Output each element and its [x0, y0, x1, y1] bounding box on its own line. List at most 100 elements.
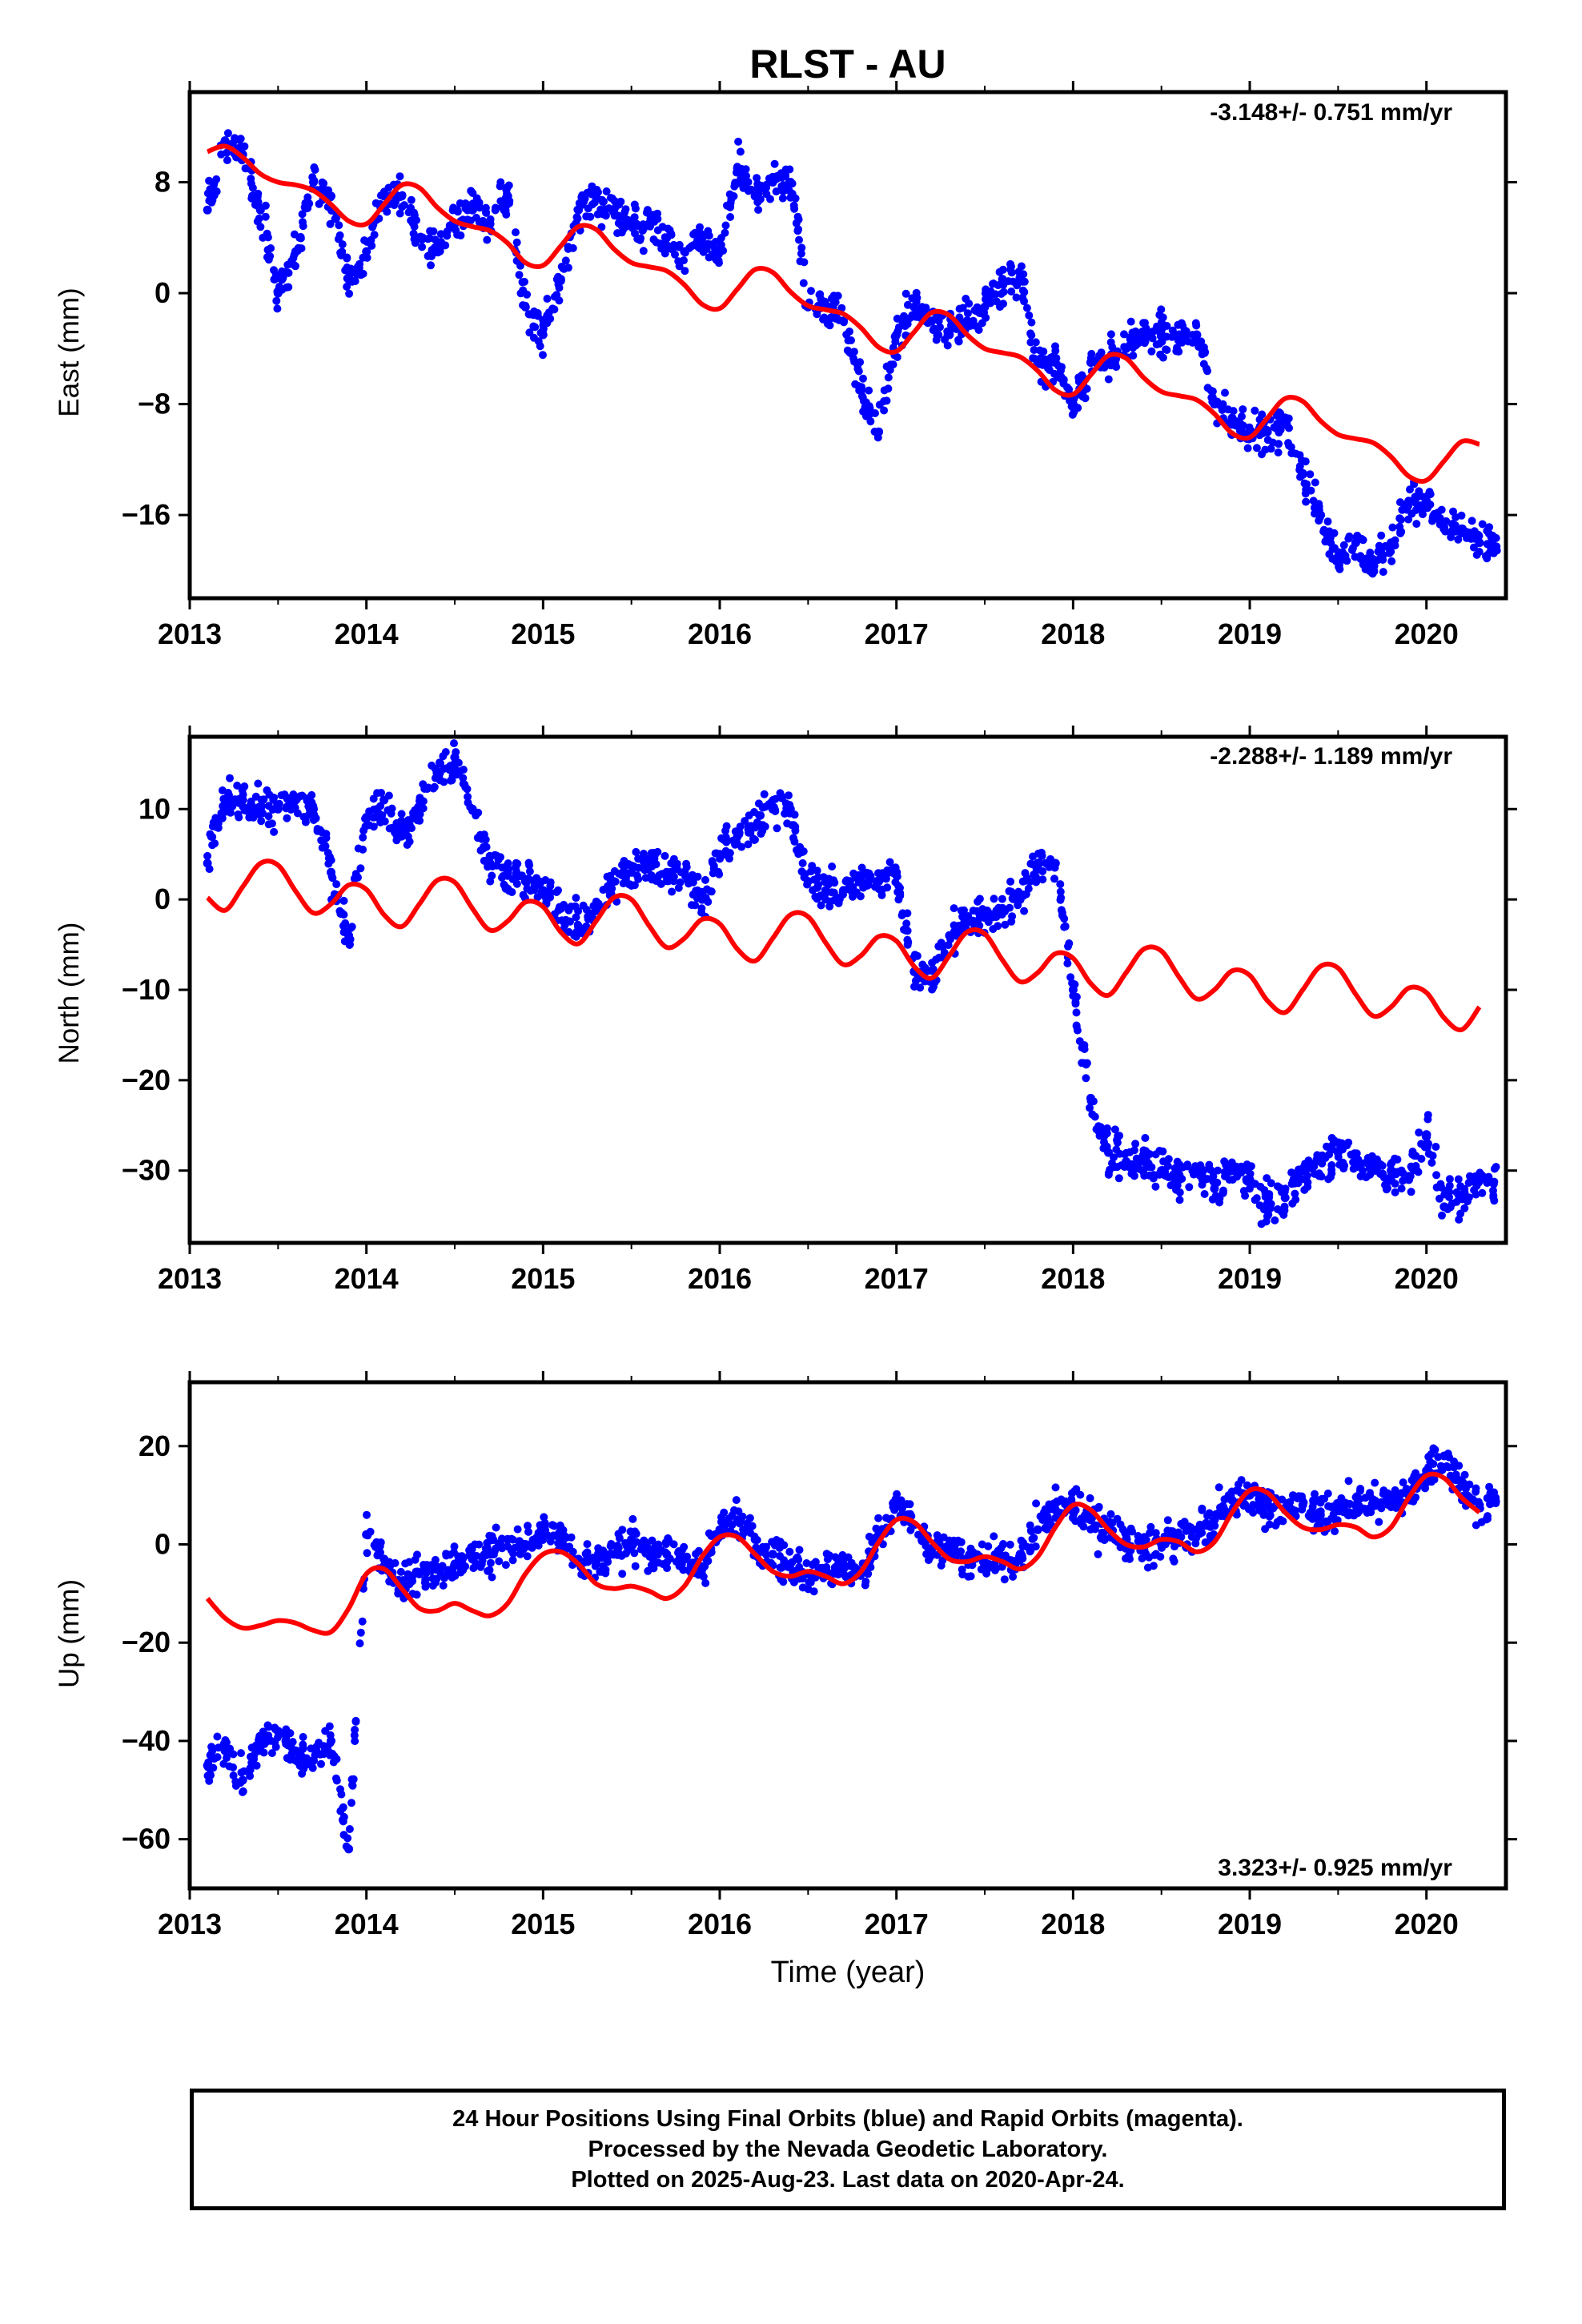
up-observation-point — [450, 1542, 459, 1551]
up-observation-point — [221, 1736, 230, 1744]
east-observation-point — [303, 203, 312, 212]
up-observation-point — [210, 1755, 219, 1763]
east-observation-point — [917, 303, 926, 312]
north-observation-point — [1021, 869, 1030, 878]
north-observation-point — [769, 795, 777, 804]
east-observation-point — [628, 224, 637, 232]
north-observation-point — [293, 809, 302, 818]
east-observation-point — [972, 307, 981, 316]
up-observation-point — [1409, 1497, 1418, 1506]
east-observation-point — [1325, 527, 1334, 536]
north-observation-point — [270, 827, 279, 836]
east-observation-point — [436, 230, 445, 239]
east-observation-point — [1182, 331, 1191, 340]
east-observation-point — [648, 211, 656, 219]
up-observation-point — [267, 1749, 276, 1758]
east-observation-point — [469, 205, 478, 214]
up-observation-point — [1158, 1543, 1166, 1552]
north-observation-point — [380, 817, 389, 826]
north-observation-point — [753, 819, 762, 828]
north-observation-point — [881, 875, 890, 883]
up-observation-point — [283, 1741, 292, 1750]
east-observation-point — [311, 166, 319, 174]
north-observation-point — [903, 909, 912, 918]
up-observation-point — [584, 1558, 592, 1566]
east-observation-point — [1020, 297, 1029, 306]
north-observation-point — [1056, 880, 1065, 889]
east-observation-point — [1128, 328, 1137, 337]
north-observation-point — [663, 877, 671, 886]
north-observation-point — [1100, 1138, 1108, 1147]
north-observation-point — [1211, 1180, 1219, 1188]
east-observation-point — [223, 129, 232, 138]
up-observation-point — [841, 1573, 850, 1581]
north-observation-point — [627, 861, 636, 870]
east-observation-point — [754, 206, 763, 214]
north-observation-point — [1427, 1158, 1436, 1167]
up-observation-point — [247, 1743, 256, 1752]
north-observation-point — [476, 830, 484, 839]
up-observation-point — [1375, 1518, 1383, 1526]
up-observation-point — [780, 1562, 789, 1570]
up-observation-point — [1211, 1522, 1219, 1530]
east-observation-point — [701, 231, 710, 239]
up-observation-point — [1191, 1539, 1200, 1548]
east-observation-point — [504, 181, 513, 190]
north-observation-point — [1359, 1166, 1367, 1175]
up-observation-point — [366, 1527, 375, 1536]
north-observation-point — [405, 821, 414, 829]
up-observation-point — [893, 1490, 901, 1498]
north-observation-point — [1008, 912, 1017, 921]
north-observation-point — [1026, 878, 1034, 886]
north-observation-point — [1185, 1183, 1194, 1192]
up-observation-point — [1038, 1516, 1047, 1524]
east-observation-point — [665, 226, 673, 234]
east-observation-point — [1344, 534, 1353, 543]
north-observation-point — [617, 871, 626, 879]
east-observation-point — [1022, 304, 1031, 312]
north-observation-point — [946, 935, 955, 943]
north-observation-point — [1460, 1204, 1469, 1212]
east-observation-point — [1141, 319, 1149, 328]
east-observation-point — [1197, 337, 1206, 346]
east-observation-point — [534, 337, 543, 346]
north-observation-point — [1057, 906, 1066, 915]
up-observation-point — [1472, 1484, 1480, 1493]
north-observation-point — [865, 869, 873, 878]
north-observation-point — [1415, 1128, 1423, 1137]
north-observation-point — [1205, 1160, 1214, 1169]
up-observation-point — [363, 1510, 371, 1519]
north-observation-point — [579, 901, 588, 910]
up-observation-point — [1163, 1526, 1172, 1535]
east-plot-frame — [187, 90, 1508, 601]
up-observation-point — [861, 1581, 869, 1590]
up-observation-point — [1249, 1508, 1258, 1517]
up-observation-point — [618, 1570, 627, 1578]
east-y-tick-label: −8 — [138, 388, 171, 420]
up-observation-point — [237, 1749, 245, 1758]
up-observation-point — [699, 1572, 708, 1581]
north-observation-point — [1396, 1167, 1405, 1176]
east-observation-point — [770, 159, 779, 168]
north-observation-point — [1445, 1175, 1454, 1184]
north-observation-point — [572, 913, 580, 922]
north-observation-point — [1327, 1169, 1336, 1178]
north-observation-point — [1100, 1130, 1109, 1139]
up-observation-point — [1219, 1502, 1227, 1510]
up-observation-point — [1150, 1550, 1159, 1559]
up-observation-point — [1042, 1525, 1051, 1534]
east-observation-point — [539, 320, 548, 329]
up-observation-point — [262, 1733, 271, 1742]
east-observation-point — [989, 279, 998, 287]
up-observation-point — [328, 1749, 337, 1758]
north-observation-point — [1158, 1147, 1167, 1156]
east-observation-point — [363, 253, 371, 262]
up-observation-point — [606, 1542, 615, 1550]
north-observation-point — [1071, 999, 1080, 1008]
up-observation-point — [263, 1721, 272, 1730]
up-observation-point — [1151, 1529, 1160, 1538]
east-observation-point — [267, 244, 275, 252]
east-observation-point — [753, 174, 761, 183]
east-observation-point — [1341, 551, 1350, 560]
north-observation-point — [754, 799, 763, 808]
